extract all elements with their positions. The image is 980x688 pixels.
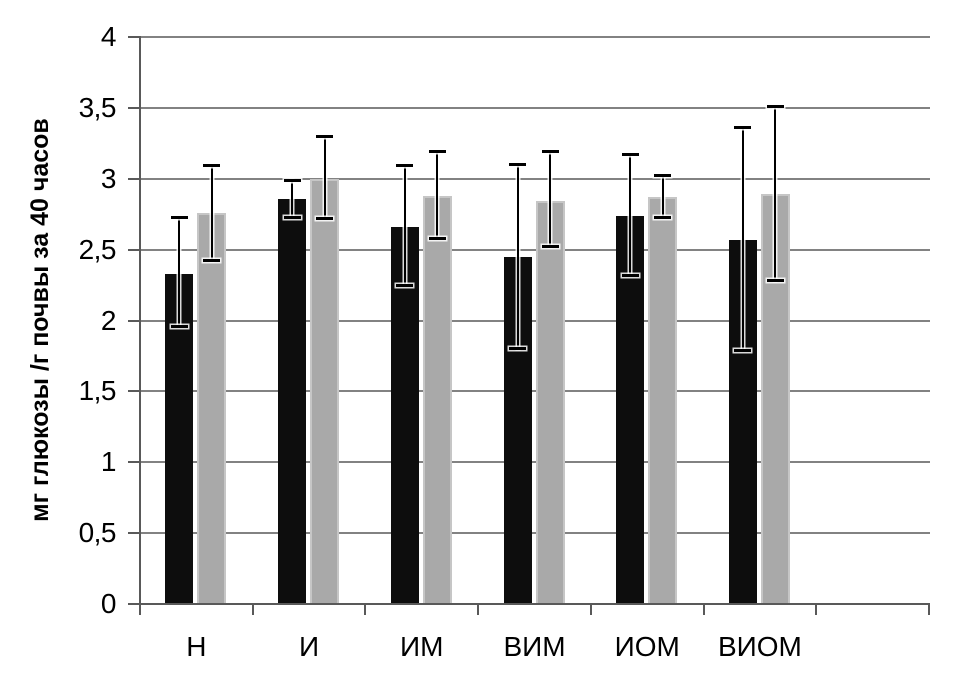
- gridline: [140, 532, 930, 535]
- errorbar-cap-bottom-gray-series-group4: [541, 245, 559, 249]
- gridline: [140, 177, 930, 180]
- x-tick-label-1: Н: [186, 631, 207, 662]
- errorbar-cap-bottom-gray-series-group2: [316, 216, 334, 220]
- bar-gray-series-group4: [535, 201, 565, 604]
- x-axis-tick: [815, 604, 818, 615]
- y-tick-label: 1,5: [78, 375, 117, 407]
- y-tick-label: 0,5: [78, 517, 117, 549]
- y-axis-tick: [128, 461, 140, 464]
- errorbar-line-black-series-group1: [178, 217, 181, 327]
- errorbar-line-black-series-group5: [629, 154, 632, 276]
- y-tick-label: 3: [100, 162, 117, 194]
- errorbar-cap-top-gray-series-group4: [541, 150, 559, 154]
- errorbar-line-gray-series-group5: [661, 175, 664, 217]
- y-axis-tick: [128, 106, 140, 109]
- x-axis-tick: [702, 604, 705, 615]
- y-tick-label: 4: [100, 21, 117, 52]
- errorbar-cap-top-gray-series-group6: [766, 104, 784, 108]
- y-tick-label: 0: [100, 588, 117, 619]
- errorbar-cap-top-gray-series-group1: [203, 164, 221, 168]
- gridline: [140, 248, 930, 251]
- x-tick-label-4: ВИМ: [503, 631, 566, 662]
- errorbar-cap-bottom-gray-series-group6: [766, 279, 784, 283]
- gridline: [140, 36, 930, 38]
- gridline: [140, 319, 930, 322]
- y-axis-tick: [128, 390, 140, 393]
- errorbar-line-gray-series-group2: [323, 136, 326, 219]
- errorbar-cap-bottom-black-series-group5: [621, 273, 639, 277]
- gridline: [140, 461, 930, 464]
- y-tick-label: 2,5: [78, 233, 117, 265]
- errorbar-line-gray-series-group4: [549, 151, 551, 247]
- errorbar-cap-top-black-series-group2: [283, 178, 301, 182]
- y-axis-tick: [128, 177, 140, 180]
- x-axis-tick: [928, 604, 930, 615]
- errorbar-cap-bottom-black-series-group6: [734, 348, 752, 352]
- errorbar-cap-bottom-black-series-group3: [396, 283, 414, 287]
- x-axis-tick: [251, 604, 254, 615]
- errorbar-line-gray-series-group3: [436, 151, 439, 239]
- errorbar-cap-bottom-black-series-group2: [283, 215, 301, 219]
- x-axis-tick: [139, 604, 141, 615]
- errorbar-cap-top-gray-series-group5: [654, 174, 672, 178]
- x-axis-tick: [364, 604, 367, 615]
- y-tick-label: 2: [100, 304, 117, 336]
- errorbar-cap-top-black-series-group5: [621, 153, 639, 157]
- errorbar-cap-bottom-gray-series-group1: [203, 259, 221, 263]
- bar-gray-series-group2: [310, 178, 340, 604]
- errorbar-line-gray-series-group6: [774, 106, 777, 281]
- errorbar-cap-bottom-black-series-group1: [170, 324, 188, 328]
- bar-black-series-group1: [165, 273, 194, 604]
- x-axis-line: [139, 603, 930, 605]
- x-tick-label-5: ИОМ: [614, 631, 680, 662]
- x-axis-tick: [477, 604, 480, 615]
- bar-black-series-group3: [390, 226, 419, 604]
- errorbar-cap-bottom-gray-series-group5: [654, 215, 672, 219]
- errorbar-cap-top-black-series-group1: [170, 215, 188, 219]
- errorbar-cap-top-black-series-group6: [734, 126, 752, 130]
- y-tick-label: 3,5: [78, 91, 117, 123]
- x-tick-label-2: И: [299, 631, 320, 662]
- gridline: [140, 390, 930, 393]
- y-axis-tick: [128, 248, 140, 251]
- errorbar-cap-bottom-gray-series-group3: [428, 236, 446, 240]
- gridline: [140, 106, 930, 109]
- errorbar-cap-top-black-series-group3: [396, 164, 414, 168]
- x-axis-tick: [589, 604, 592, 615]
- y-tick-label: 1: [100, 446, 117, 478]
- bar-gray-series-group3: [422, 195, 452, 604]
- errorbar-line-black-series-group3: [403, 165, 406, 286]
- bar-gray-series-group1: [197, 212, 227, 604]
- bar-black-series-group2: [278, 198, 307, 604]
- y-axis-tick: [128, 532, 140, 535]
- bar-black-series-group5: [616, 215, 645, 604]
- errorbar-cap-top-black-series-group4: [509, 163, 526, 167]
- errorbar-line-black-series-group4: [516, 164, 519, 349]
- x-tick-label-3: ИМ: [400, 631, 444, 662]
- y-axis-tick: [128, 319, 140, 322]
- errorbar-cap-top-gray-series-group3: [428, 150, 446, 154]
- errorbar-cap-bottom-black-series-group4: [509, 347, 526, 351]
- y-axis-line: [139, 36, 141, 605]
- x-tick-label-6: ВИОМ: [717, 631, 802, 662]
- errorbar-line-black-series-group6: [741, 127, 744, 351]
- y-axis-tick: [128, 36, 140, 38]
- errorbar-cap-top-gray-series-group2: [316, 134, 334, 138]
- y-axis-tick: [128, 603, 140, 605]
- errorbar-line-gray-series-group1: [210, 165, 213, 261]
- errorbar-line-black-series-group2: [291, 180, 294, 217]
- bar-gray-series-group5: [648, 197, 678, 604]
